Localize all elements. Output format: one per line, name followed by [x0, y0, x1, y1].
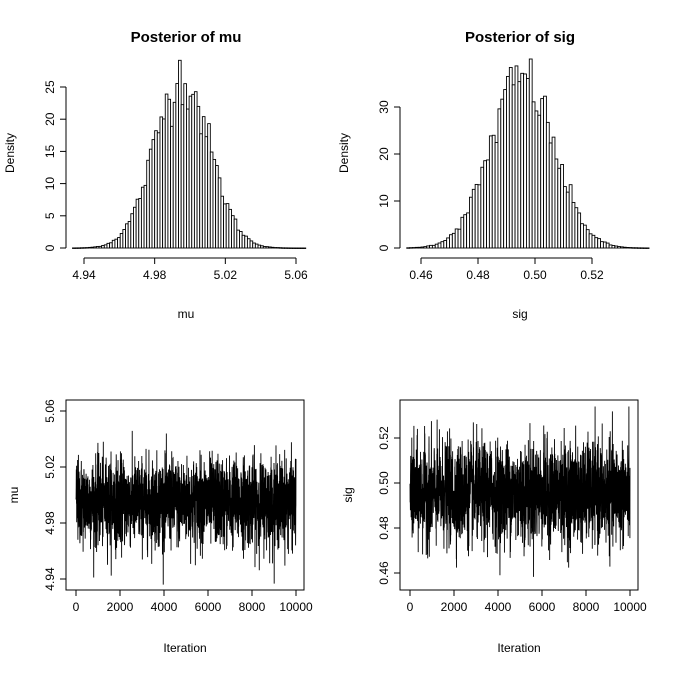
- y-tick-label: 10: [377, 194, 391, 208]
- y-tick-label: 4.98: [43, 511, 57, 535]
- x-tick-label: 4000: [151, 600, 178, 614]
- x-tick-label: 8000: [239, 600, 266, 614]
- x-tick-label: 2000: [441, 600, 468, 614]
- x-tick-label: 0: [73, 600, 80, 614]
- x-tick-label: 10000: [279, 600, 313, 614]
- panel-trace-mu: Iteration mu 0 2000 4000 6000 8000 10000 4.94 4.9…: [7, 399, 313, 655]
- y-tick-label: 5: [43, 212, 57, 219]
- y-tick-label: 0: [377, 244, 391, 251]
- x-tick-label: 0.48: [466, 268, 490, 282]
- y-tick-label: 0: [43, 244, 57, 251]
- x-tick-label: 0.46: [409, 268, 433, 282]
- x-tick-label: 4.98: [143, 268, 167, 282]
- histogram-bar: [302, 247, 307, 249]
- chart-title: Posterior of sig: [465, 29, 575, 46]
- x-tick-label: 0: [407, 600, 414, 614]
- trace-line: [75, 430, 297, 585]
- chart-title: Posterior of mu: [131, 29, 242, 46]
- y-tick-label: 5.02: [43, 455, 57, 479]
- histogram-bar: [645, 247, 650, 249]
- x-axis-label: Iteration: [163, 641, 206, 655]
- x-axis-label: sig: [512, 307, 527, 321]
- y-tick-label: 4.94: [43, 567, 57, 591]
- y-axis-label: mu: [7, 487, 21, 504]
- x-tick-label: 10000: [613, 600, 647, 614]
- y-tick-label: 15: [43, 144, 57, 158]
- x-tick-label: 6000: [529, 600, 556, 614]
- y-tick-label: 0.52: [377, 426, 391, 450]
- x-tick-label: 0.50: [523, 268, 547, 282]
- panel-posterior-sig: Posterior of sig sig Density 0.46 0.48 0.50 0.…: [337, 29, 650, 321]
- y-axis-label: Density: [337, 133, 351, 173]
- x-tick-label: 4.94: [72, 268, 96, 282]
- panel-posterior-mu: Posterior of mu mu Density 4.94 4.98 5.02 5.06…: [3, 29, 308, 321]
- y-tick-label: 30: [377, 100, 391, 114]
- y-tick-label: 25: [43, 80, 57, 94]
- y-axis-label: sig: [341, 487, 355, 502]
- panel-trace-sig: Iteration sig 0 2000 4000 6000 8000 10000 0.46 0.…: [341, 399, 647, 655]
- y-tick-label: 0.46: [377, 561, 391, 585]
- plot-box: [65, 399, 305, 591]
- y-axis-label: Density: [3, 133, 17, 173]
- x-tick-label: 4000: [485, 600, 512, 614]
- y-tick-label: 0.48: [377, 516, 391, 540]
- x-tick-label: 2000: [107, 600, 134, 614]
- y-tick-label: 10: [43, 177, 57, 191]
- x-axis-label: Iteration: [497, 641, 540, 655]
- x-axis-label: mu: [178, 307, 195, 321]
- x-tick-label: 0.52: [580, 268, 604, 282]
- y-tick-label: 20: [43, 112, 57, 126]
- plot-box: [399, 399, 639, 591]
- y-tick-label: 0.50: [377, 471, 391, 495]
- x-tick-label: 6000: [195, 600, 222, 614]
- y-tick-label: 20: [377, 147, 391, 161]
- x-tick-label: 5.02: [214, 268, 238, 282]
- trace-line: [409, 406, 631, 577]
- x-tick-label: 5.06: [284, 268, 308, 282]
- y-tick-label: 5.06: [43, 399, 57, 423]
- x-tick-label: 8000: [573, 600, 600, 614]
